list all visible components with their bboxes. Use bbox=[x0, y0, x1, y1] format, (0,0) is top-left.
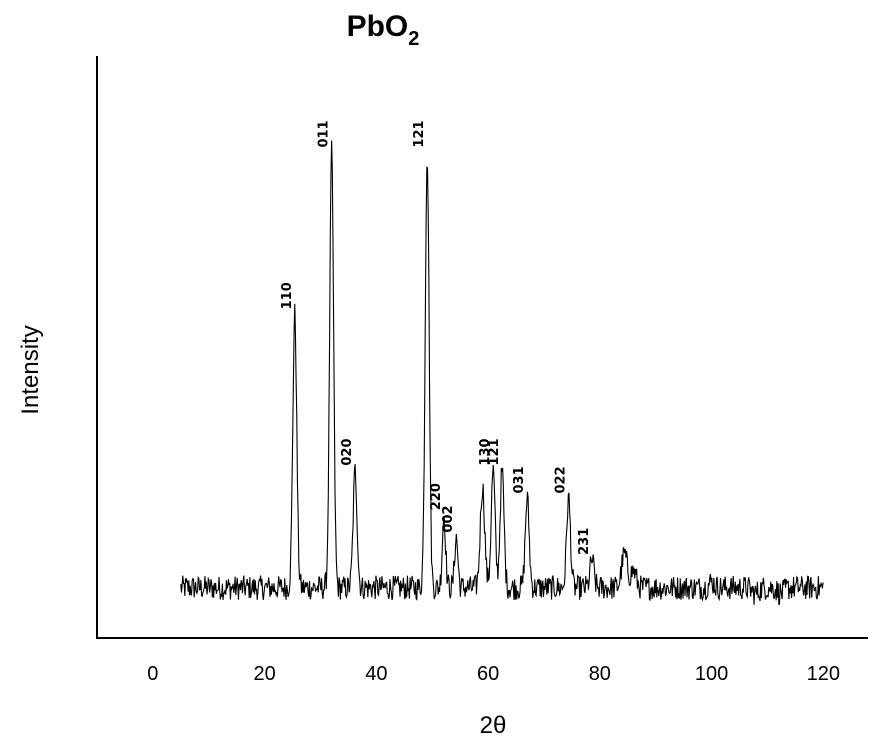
series bbox=[180, 140, 824, 606]
peak-label: 020 bbox=[340, 438, 355, 465]
chart-title: PbO2 bbox=[347, 10, 420, 50]
y-axis-label: Intensity bbox=[17, 325, 44, 414]
x-tick-label: 120 bbox=[807, 663, 840, 685]
x-axis-label: 2θ bbox=[480, 712, 507, 739]
peak-label: 031 bbox=[512, 466, 527, 493]
peak-label: 220 bbox=[429, 483, 444, 510]
peak-label: 121 bbox=[412, 120, 427, 147]
peak-label: 121 bbox=[487, 438, 502, 465]
xrd-pattern-line bbox=[180, 140, 824, 606]
peak-label: 011 bbox=[317, 120, 332, 147]
x-tick-label: 40 bbox=[365, 663, 387, 685]
peak-label: 231 bbox=[577, 528, 592, 555]
peak-label: 130 bbox=[478, 438, 493, 465]
x-tick-label: 0 bbox=[147, 663, 158, 685]
peak-label: 110 bbox=[280, 282, 295, 309]
chart-title-subscript: 2 bbox=[408, 28, 419, 50]
x-tick-label: 80 bbox=[589, 663, 611, 685]
x-tick-label: 20 bbox=[253, 663, 275, 685]
x-tick-label: 60 bbox=[477, 663, 499, 685]
peak-label: 022 bbox=[554, 466, 569, 493]
x-tick-label: 100 bbox=[695, 663, 728, 685]
x-ticks: 0 20 40 60 80 100 120 bbox=[147, 663, 840, 685]
